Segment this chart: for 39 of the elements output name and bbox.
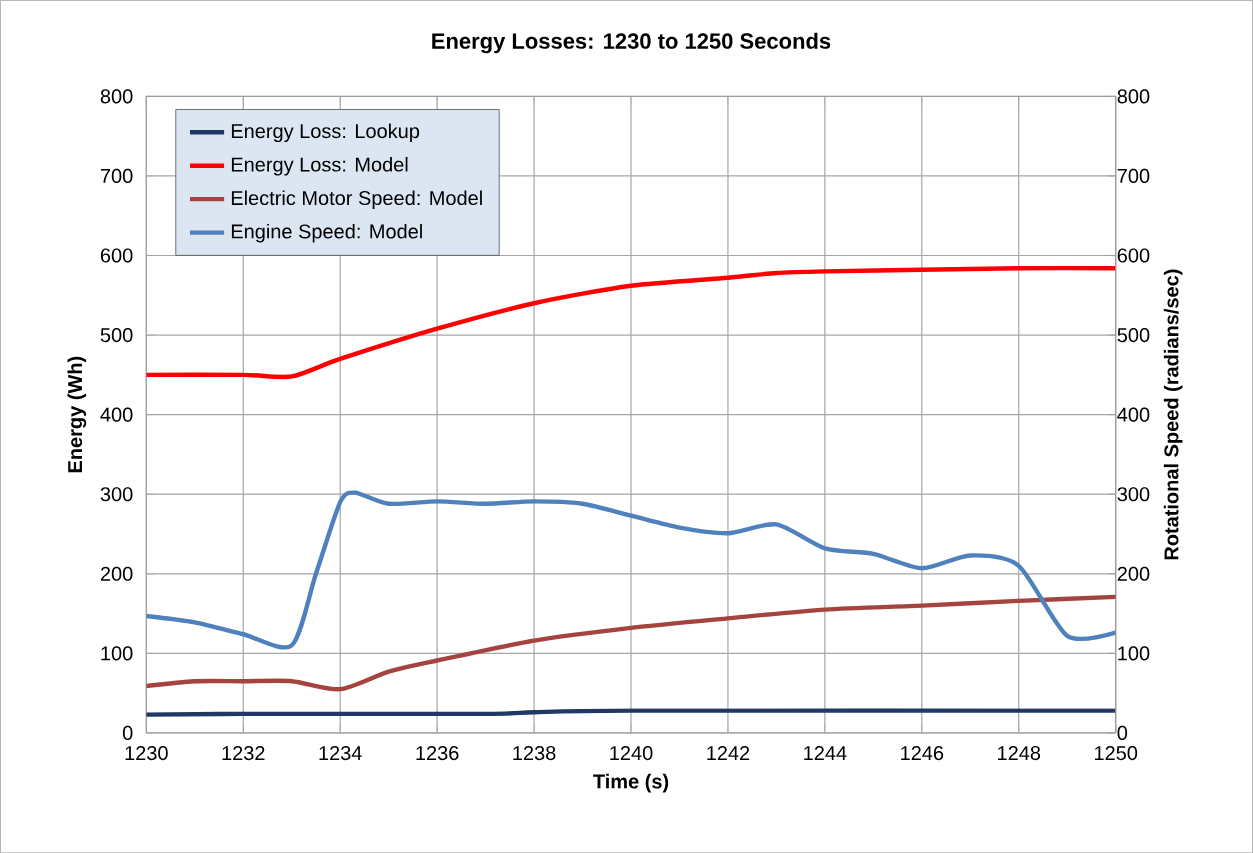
x-tick-label: 1244 — [804, 745, 847, 760]
y2-tick-label: 400 — [1117, 407, 1150, 422]
y-tick-label: 200 — [100, 566, 133, 581]
x-tick-label: 1230 — [125, 745, 168, 760]
x-tick-label: 1236 — [416, 745, 459, 760]
y2-tick-label: 500 — [1117, 327, 1150, 343]
y-tick-label: 700 — [100, 168, 133, 183]
legend-label: Electric Motor Speed: Model — [231, 190, 482, 209]
y2-axis-title: Rotational Speed (radians/sec) — [1163, 269, 1183, 560]
x-tick-label: 1248 — [998, 745, 1041, 760]
y2-tick-label: 700 — [1117, 168, 1150, 183]
y-tick-label: 500 — [100, 327, 133, 343]
legend-label: Energy Loss: Lookup — [231, 123, 420, 142]
x-tick-label: 1232 — [222, 745, 265, 760]
y-tick-label: 0 — [122, 725, 133, 740]
x-tick-label: 1242 — [707, 745, 750, 760]
y-tick-label: 100 — [101, 646, 133, 661]
y-axis-title: Energy (Wh) — [67, 356, 87, 473]
x-tick-label: 1240 — [610, 745, 653, 760]
x-tick-label: 1238 — [513, 745, 556, 760]
line-series — [146, 594, 1116, 692]
y2-tick-label: 100 — [1118, 646, 1150, 661]
x-axis-title: Time (s) — [593, 773, 669, 793]
chart-title: Energy Losses: 1230 to 1250 Seconds — [432, 32, 831, 54]
x-tick-label: 1234 — [319, 745, 362, 760]
y-tick-label: 300 — [100, 487, 133, 502]
x-tick-label: 1246 — [901, 745, 944, 760]
y-tick-label: 400 — [100, 407, 133, 422]
legend-label: Energy Loss: Model — [231, 156, 408, 176]
legend-label: Engine Speed: Model — [231, 223, 422, 243]
y2-tick-label: 200 — [1117, 566, 1150, 581]
x-tick-label: 1250 — [1094, 745, 1138, 760]
y-tick-label: 600 — [100, 248, 133, 263]
y2-tick-label: 300 — [1117, 487, 1150, 502]
line-series — [146, 265, 1116, 380]
y2-tick-label: 800 — [1117, 89, 1150, 104]
y2-tick-label: 600 — [1117, 248, 1150, 263]
y2-tick-label: 0 — [1117, 725, 1128, 740]
y-tick-label: 800 — [100, 89, 133, 104]
